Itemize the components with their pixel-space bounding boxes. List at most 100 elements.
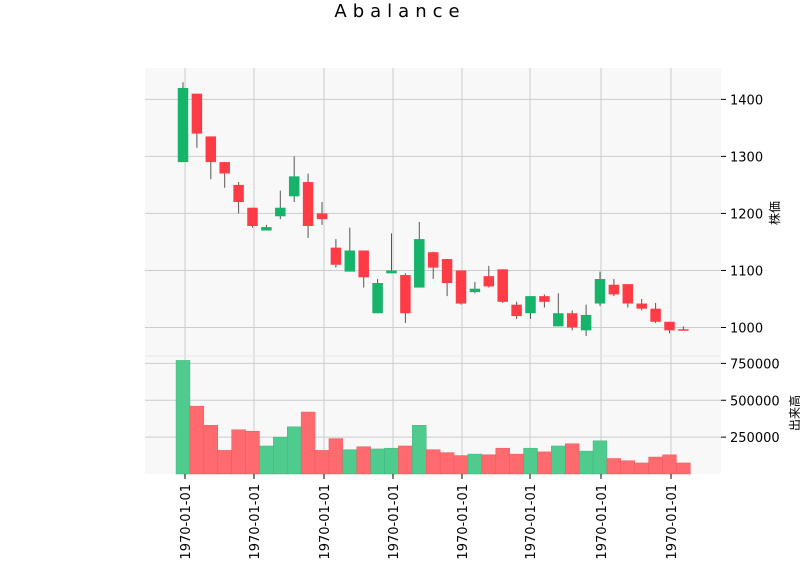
volume-bar [523, 447, 538, 475]
price-tick-label: 1300 [730, 150, 763, 165]
x-tick-label: 1970-01-01 [387, 484, 402, 560]
candle-body [233, 184, 244, 203]
candle-body [636, 303, 647, 309]
x-tick-label: 1970-01-01 [248, 484, 263, 560]
x-tick-label: 1970-01-01 [524, 484, 539, 560]
x-tick-label: 1970-01-01 [595, 484, 610, 560]
candle-body [372, 283, 383, 314]
candle-body [275, 207, 286, 217]
volume-bar [300, 411, 316, 475]
volume-bar [662, 454, 677, 475]
candle-body [622, 284, 634, 304]
candle-body [191, 93, 203, 134]
volume-tick-label: 750000 [730, 357, 780, 372]
volume-bar [384, 447, 399, 475]
volume-bar [578, 450, 594, 475]
volume-bar [453, 455, 469, 475]
candle-body [594, 279, 606, 304]
candle-body [664, 321, 675, 331]
x-axis-ticks: 1970-01-01 1970-01-01 1970-01-01 1970-01-01… [179, 474, 680, 560]
candle-body [386, 270, 397, 274]
volume-bar [467, 453, 483, 475]
volume-bar [620, 460, 635, 475]
candle-body [678, 329, 689, 331]
volume-bar [606, 458, 622, 475]
price-axis-label: 株価 [767, 201, 782, 225]
candle-body [580, 314, 592, 331]
candle-body [358, 250, 369, 278]
chart-title: Abalance [334, 1, 465, 22]
price-tick-label: 1200 [730, 207, 763, 222]
volume-axis-ticks: 250000 500000 750000 [721, 357, 780, 446]
volume-bar [189, 405, 205, 475]
volume-bar [175, 360, 191, 475]
candle-body [469, 288, 481, 293]
price-axis-ticks: 1000 1100 1200 1300 1400 [721, 93, 763, 336]
candle-body [427, 252, 439, 268]
candle-body [511, 304, 522, 317]
volume-bar [537, 451, 552, 475]
candle-body [302, 182, 314, 226]
candle-body [316, 213, 328, 220]
candle-body [539, 296, 550, 302]
x-tick-label: 1970-01-01 [456, 484, 471, 560]
candle-body [288, 176, 300, 197]
candle-body [205, 136, 217, 163]
volume-bar [217, 450, 232, 475]
candle-body [344, 250, 356, 272]
price-tick-label: 1100 [730, 264, 763, 279]
volume-bar [203, 425, 219, 475]
volume-bar [412, 425, 427, 475]
candle-body [247, 207, 258, 226]
x-tick-label: 1970-01-01 [318, 484, 333, 560]
volume-bar [676, 462, 691, 475]
volume-bar [245, 430, 260, 475]
candle-body [650, 308, 661, 322]
volume-bar [592, 440, 608, 475]
volume-bar [634, 462, 649, 475]
volume-bar [439, 452, 455, 475]
candles [177, 82, 689, 337]
candle-body [441, 259, 453, 284]
candle-body [400, 275, 411, 314]
candle-body [261, 227, 272, 231]
volume-bar [565, 443, 580, 475]
volume-tick-label: 500000 [730, 394, 780, 409]
price-panel-background [145, 68, 721, 356]
volume-bar [231, 429, 246, 475]
volume-bar [398, 445, 413, 475]
candle-body [566, 313, 578, 328]
candle-body [497, 269, 508, 302]
volume-bar [509, 453, 524, 475]
price-tick-label: 1400 [730, 93, 763, 108]
candle-body [414, 239, 425, 288]
candle-body [525, 296, 536, 314]
candle-body [455, 270, 467, 304]
volume-axis-label: 出来高 [787, 395, 800, 431]
volume-bar [342, 449, 358, 475]
volume-bar [426, 449, 441, 475]
volume-bar [287, 426, 302, 475]
volume-bar [259, 445, 274, 475]
volume-bar [495, 447, 510, 475]
candle-body [177, 87, 189, 163]
volume-bar [273, 436, 288, 475]
volume-bar [481, 454, 497, 475]
candle-body [553, 313, 564, 327]
candle-body [219, 162, 230, 174]
candle-body [483, 276, 495, 287]
candle-body [608, 284, 620, 295]
price-tick-label: 1000 [730, 321, 763, 336]
volume-tick-label: 250000 [730, 431, 780, 446]
volume-bars [175, 360, 691, 475]
candle-body [330, 247, 342, 265]
x-tick-label: 1970-01-01 [179, 484, 194, 560]
volume-bar [328, 438, 344, 475]
volume-bar [370, 448, 385, 475]
volume-bar [356, 446, 371, 475]
volume-bar [551, 445, 566, 475]
volume-bar [648, 456, 663, 475]
x-tick-label: 1970-01-01 [665, 484, 680, 560]
